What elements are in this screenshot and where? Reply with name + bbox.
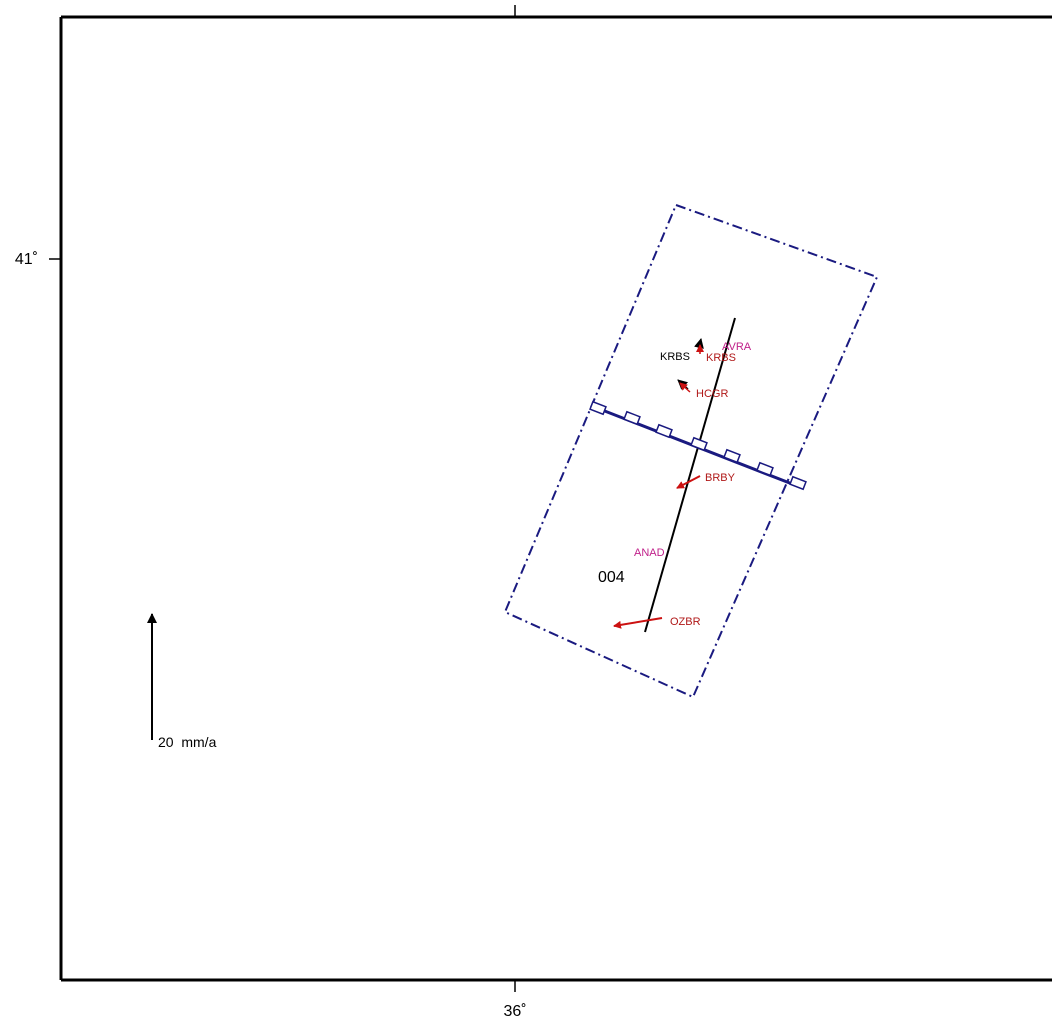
station-label-brby: BRBY xyxy=(705,472,736,484)
fault-marker xyxy=(756,461,774,477)
fault-marker xyxy=(623,410,641,426)
track-label: 004 xyxy=(598,569,625,586)
station-labels: AVRA KRBS KRBS HCGR BRBY ANAD OZBR xyxy=(634,341,752,628)
velocity-arrows xyxy=(613,338,704,629)
station-label-anad: ANAD xyxy=(634,547,665,559)
station-label-hcgr: HCGR xyxy=(696,388,728,400)
velocity-arrow-hcgr-black xyxy=(677,379,689,390)
fault-marker xyxy=(723,448,741,464)
velocity-arrow-ozbr xyxy=(613,617,663,629)
station-label-ozbr: OZBR xyxy=(670,616,701,628)
velocity-scale: 20 mm/a xyxy=(147,613,217,750)
station-label-krbs-black: KRBS xyxy=(660,351,690,363)
fault-marker xyxy=(690,436,708,452)
lon-tick-label: 36˚ xyxy=(503,1003,526,1020)
lat-tick-label: 41˚ xyxy=(15,251,38,268)
fault-marker xyxy=(589,400,607,416)
station-label-avra: AVRA xyxy=(722,341,752,353)
profile-line xyxy=(644,317,736,633)
fault-line xyxy=(589,400,807,491)
fault-marker xyxy=(789,475,807,491)
track-footprint xyxy=(503,203,879,699)
velocity-arrow-hcgr-red xyxy=(679,382,691,393)
scale-label: 20 mm/a xyxy=(158,734,217,750)
fault-marker xyxy=(655,423,673,439)
velocity-arrow-brby xyxy=(676,475,701,489)
map-frame: 36˚ 41˚ xyxy=(15,5,1052,1020)
station-label-krbs-red: KRBS xyxy=(706,352,736,364)
